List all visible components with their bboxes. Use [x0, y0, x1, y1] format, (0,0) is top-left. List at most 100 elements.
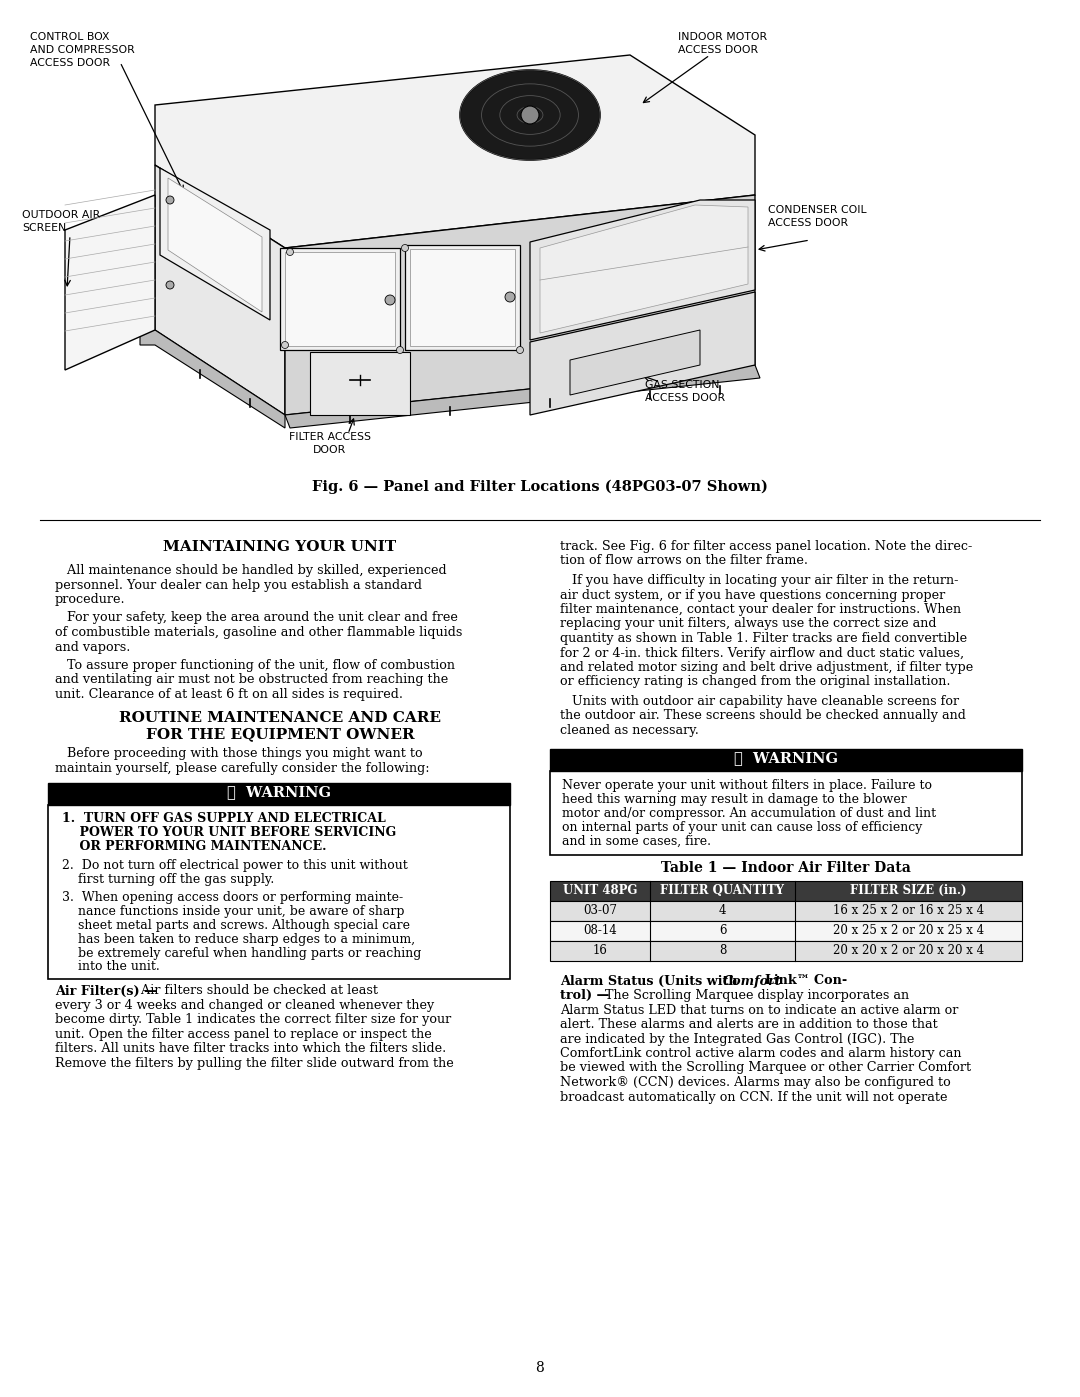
- Text: and related motor sizing and belt drive adjustment, if filter type: and related motor sizing and belt drive …: [561, 661, 973, 673]
- Text: alert. These alarms and alerts are in addition to those that: alert. These alarms and alerts are in ad…: [561, 1018, 937, 1031]
- Text: OUTDOOR AIR
SCREEN: OUTDOOR AIR SCREEN: [22, 210, 100, 233]
- Text: To assure proper functioning of the unit, flow of combustion: To assure proper functioning of the unit…: [55, 659, 455, 672]
- Text: unit. Clearance of at least 6 ft on all sides is required.: unit. Clearance of at least 6 ft on all …: [55, 687, 403, 701]
- Text: Alarm Status (Units with: Alarm Status (Units with: [561, 975, 742, 988]
- Circle shape: [166, 281, 174, 289]
- Text: 03-07: 03-07: [583, 904, 617, 916]
- Polygon shape: [65, 196, 156, 370]
- Text: 2.  Do not turn off electrical power to this unit without: 2. Do not turn off electrical power to t…: [62, 859, 408, 872]
- Text: quantity as shown in Table 1. Filter tracks are field convertible: quantity as shown in Table 1. Filter tra…: [561, 631, 967, 645]
- Text: maintain yourself, please carefully consider the following:: maintain yourself, please carefully cons…: [55, 761, 430, 775]
- Text: Link™ Con-: Link™ Con-: [765, 975, 847, 988]
- Text: 16: 16: [593, 943, 607, 957]
- Text: Air filters should be checked at least: Air filters should be checked at least: [137, 985, 378, 997]
- Text: 20 x 20 x 2 or 20 x 20 x 4: 20 x 20 x 2 or 20 x 20 x 4: [833, 943, 984, 957]
- Text: for 2 or 4-in. thick filters. Verify airflow and duct static values,: for 2 or 4-in. thick filters. Verify air…: [561, 647, 964, 659]
- Text: FILTER ACCESS
DOOR: FILTER ACCESS DOOR: [289, 432, 372, 455]
- Polygon shape: [285, 251, 395, 346]
- Polygon shape: [156, 165, 285, 415]
- Text: broadcast automatically on CCN. If the unit will not operate: broadcast automatically on CCN. If the u…: [561, 1091, 947, 1104]
- Text: For your safety, keep the area around the unit clear and free: For your safety, keep the area around th…: [55, 612, 458, 624]
- Text: Comfort: Comfort: [723, 975, 782, 988]
- Text: become dirty. Table 1 indicates the correct filter size for your: become dirty. Table 1 indicates the corr…: [55, 1013, 451, 1027]
- Polygon shape: [540, 205, 748, 332]
- Text: 8: 8: [719, 943, 726, 957]
- Bar: [550, 921, 1022, 940]
- Bar: [550, 749, 1022, 771]
- Text: nance functions inside your unit, be aware of sharp: nance functions inside your unit, be awa…: [62, 904, 405, 918]
- Polygon shape: [168, 177, 262, 312]
- Text: Air Filter(s) —: Air Filter(s) —: [55, 985, 157, 997]
- Text: has been taken to reduce sharp edges to a minimum,: has been taken to reduce sharp edges to …: [62, 933, 415, 946]
- Circle shape: [505, 292, 515, 302]
- Text: 6: 6: [719, 923, 726, 936]
- Circle shape: [402, 244, 408, 251]
- Text: OR PERFORMING MAINTENANCE.: OR PERFORMING MAINTENANCE.: [62, 841, 326, 854]
- Text: sheet metal parts and screws. Although special care: sheet metal parts and screws. Although s…: [62, 918, 410, 932]
- Text: CONDENSER COIL
ACCESS DOOR: CONDENSER COIL ACCESS DOOR: [768, 205, 866, 228]
- Text: of combustible materials, gasoline and other flammable liquids: of combustible materials, gasoline and o…: [55, 626, 462, 638]
- Text: every 3 or 4 weeks and changed or cleaned whenever they: every 3 or 4 weeks and changed or cleane…: [55, 999, 434, 1011]
- Text: first turning off the gas supply.: first turning off the gas supply.: [62, 873, 274, 886]
- Text: 20 x 25 x 2 or 20 x 25 x 4: 20 x 25 x 2 or 20 x 25 x 4: [833, 923, 984, 936]
- Text: 08-14: 08-14: [583, 923, 617, 936]
- Polygon shape: [280, 249, 400, 351]
- Polygon shape: [530, 292, 755, 415]
- Text: and ventilating air must not be obstructed from reaching the: and ventilating air must not be obstruct…: [55, 673, 448, 686]
- Text: personnel. Your dealer can help you establish a standard: personnel. Your dealer can help you esta…: [55, 578, 422, 591]
- Text: cleaned as necessary.: cleaned as necessary.: [561, 724, 699, 738]
- Text: 1.  TURN OFF GAS SUPPLY AND ELECTRICAL: 1. TURN OFF GAS SUPPLY AND ELECTRICAL: [62, 813, 386, 826]
- Text: trol) —: trol) —: [561, 989, 609, 1002]
- Polygon shape: [405, 244, 519, 351]
- Text: Never operate your unit without filters in place. Failure to: Never operate your unit without filters …: [562, 778, 932, 792]
- Circle shape: [396, 346, 404, 353]
- Bar: [48, 782, 510, 805]
- Text: 16 x 25 x 2 or 16 x 25 x 4: 16 x 25 x 2 or 16 x 25 x 4: [833, 904, 984, 916]
- Circle shape: [282, 341, 288, 348]
- Text: If you have difficulty in locating your air filter in the return-: If you have difficulty in locating your …: [561, 574, 958, 587]
- Polygon shape: [410, 249, 515, 346]
- Text: GAS SECTION
ACCESS DOOR: GAS SECTION ACCESS DOOR: [645, 380, 725, 402]
- Polygon shape: [285, 196, 755, 415]
- Text: heed this warning may result in damage to the blower: heed this warning may result in damage t…: [562, 792, 907, 806]
- Text: air duct system, or if you have questions concerning proper: air duct system, or if you have question…: [561, 588, 945, 602]
- Polygon shape: [310, 352, 410, 415]
- Text: unit. Open the filter access panel to replace or inspect the: unit. Open the filter access panel to re…: [55, 1028, 432, 1041]
- Text: The Scrolling Marquee display incorporates an: The Scrolling Marquee display incorporat…: [600, 989, 909, 1002]
- Text: filters. All units have filter tracks into which the filters slide.: filters. All units have filter tracks in…: [55, 1042, 446, 1056]
- Text: 3.  When opening access doors or performing mainte-: 3. When opening access doors or performi…: [62, 890, 403, 904]
- Text: track. See Fig. 6 for filter access panel location. Note the direc-: track. See Fig. 6 for filter access pane…: [561, 541, 972, 553]
- Text: replacing your unit filters, always use the correct size and: replacing your unit filters, always use …: [561, 617, 936, 630]
- Text: Units with outdoor air capability have cleanable screens for: Units with outdoor air capability have c…: [561, 694, 959, 708]
- Bar: [550, 940, 1022, 961]
- Text: UNIT 48PG: UNIT 48PG: [563, 883, 637, 897]
- Text: be extremely careful when handling parts or reaching: be extremely careful when handling parts…: [62, 947, 421, 960]
- Text: MAINTAINING YOUR UNIT: MAINTAINING YOUR UNIT: [163, 541, 396, 555]
- Polygon shape: [160, 168, 270, 320]
- Text: be viewed with the Scrolling Marquee or other Carrier Comfort: be viewed with the Scrolling Marquee or …: [561, 1062, 971, 1074]
- Polygon shape: [530, 200, 755, 339]
- Text: Before proceeding with those things you might want to: Before proceeding with those things you …: [55, 747, 422, 760]
- Text: and vapors.: and vapors.: [55, 640, 131, 654]
- Text: the outdoor air. These screens should be checked annually and: the outdoor air. These screens should be…: [561, 710, 966, 722]
- Text: ComfortLink control active alarm codes and alarm history can: ComfortLink control active alarm codes a…: [561, 1046, 961, 1060]
- Text: Alarm Status LED that turns on to indicate an active alarm or: Alarm Status LED that turns on to indica…: [561, 1003, 958, 1017]
- Circle shape: [286, 249, 294, 256]
- Text: are indicated by the Integrated Gas Control (IGC). The: are indicated by the Integrated Gas Cont…: [561, 1032, 915, 1045]
- Text: procedure.: procedure.: [55, 592, 125, 606]
- Ellipse shape: [460, 70, 600, 161]
- Text: and in some cases, fire.: and in some cases, fire.: [562, 834, 711, 848]
- Polygon shape: [140, 330, 285, 427]
- Text: tion of flow arrows on the filter frame.: tion of flow arrows on the filter frame.: [561, 555, 808, 567]
- Text: 8: 8: [536, 1361, 544, 1375]
- Polygon shape: [570, 330, 700, 395]
- Text: Fig. 6 — Panel and Filter Locations (48PG03-07 Shown): Fig. 6 — Panel and Filter Locations (48P…: [312, 481, 768, 495]
- Text: motor and/or compressor. An accumulation of dust and lint: motor and/or compressor. An accumulation…: [562, 806, 936, 820]
- Text: ROUTINE MAINTENANCE AND CARE: ROUTINE MAINTENANCE AND CARE: [119, 711, 441, 725]
- Text: on internal parts of your unit can cause loss of efficiency: on internal parts of your unit can cause…: [562, 820, 922, 834]
- Polygon shape: [156, 54, 755, 249]
- Text: ⚠  WARNING: ⚠ WARNING: [734, 752, 838, 766]
- Polygon shape: [285, 365, 760, 427]
- Text: FILTER QUANTITY: FILTER QUANTITY: [661, 883, 784, 897]
- Text: Network® (CCN) devices. Alarms may also be configured to: Network® (CCN) devices. Alarms may also …: [561, 1076, 950, 1090]
